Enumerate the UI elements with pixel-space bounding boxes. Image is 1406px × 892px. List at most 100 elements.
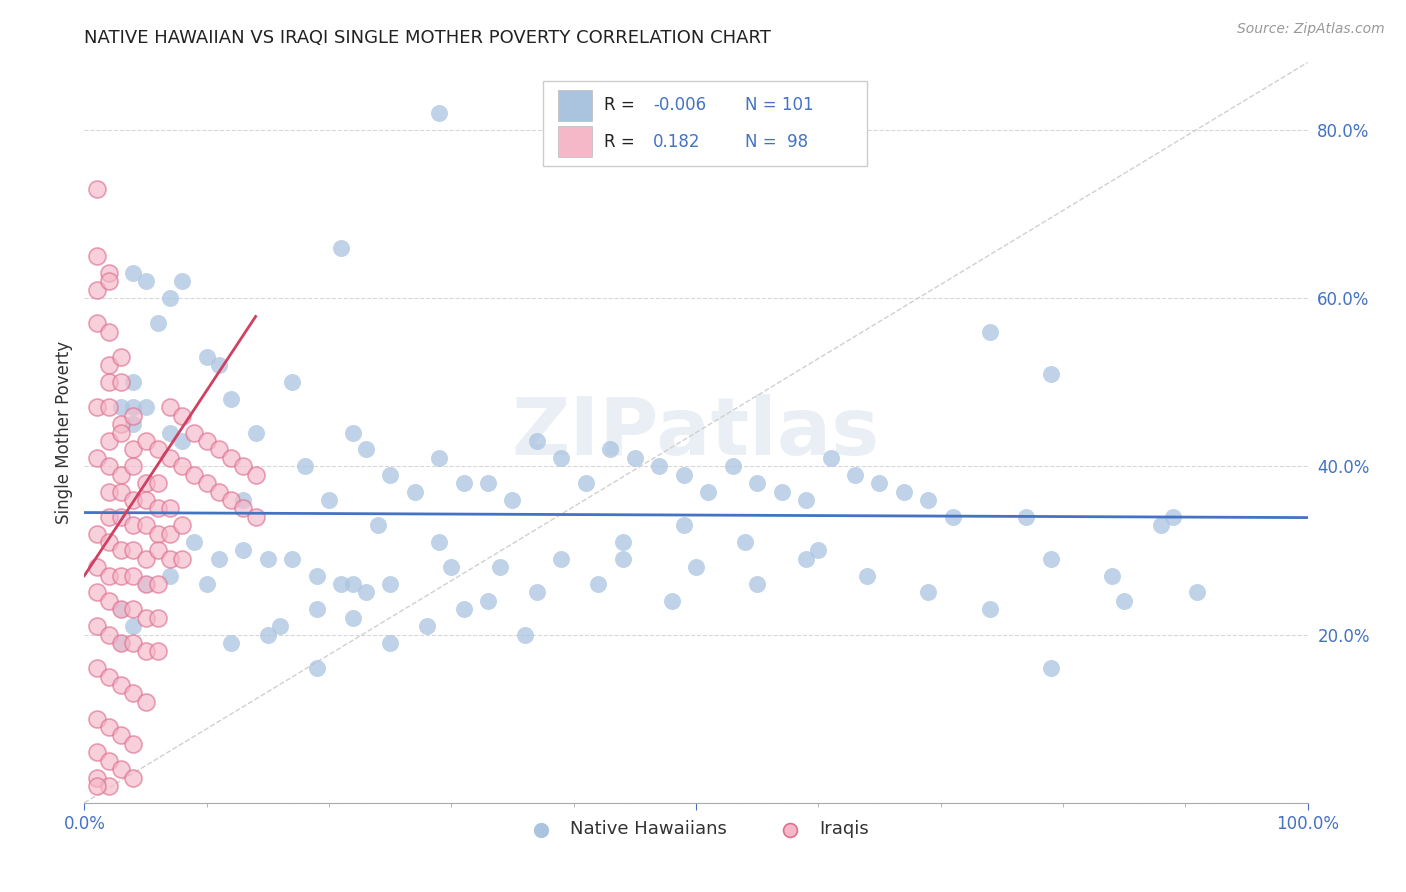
Point xyxy=(110,678,132,692)
Point xyxy=(416,619,439,633)
Point xyxy=(427,106,450,120)
Point xyxy=(135,577,157,591)
Bar xyxy=(558,90,592,121)
Point xyxy=(380,467,402,482)
Legend: Native Hawaiians, Iraqis: Native Hawaiians, Iraqis xyxy=(516,814,876,846)
Point xyxy=(122,409,145,423)
Point xyxy=(122,442,145,457)
Point xyxy=(122,518,145,533)
Point xyxy=(747,577,769,591)
Point xyxy=(135,476,157,491)
Point xyxy=(869,476,891,491)
Point xyxy=(575,476,598,491)
Point xyxy=(305,661,328,675)
Point xyxy=(599,442,621,457)
Y-axis label: Single Mother Poverty: Single Mother Poverty xyxy=(55,341,73,524)
Point xyxy=(97,484,120,499)
Point xyxy=(427,535,450,549)
Point xyxy=(110,350,132,364)
Point xyxy=(110,636,132,650)
Point xyxy=(159,501,181,516)
Point xyxy=(159,291,181,305)
Point xyxy=(1039,661,1062,675)
Point xyxy=(526,434,548,448)
Point xyxy=(208,551,231,566)
Point xyxy=(342,610,364,624)
Point xyxy=(159,568,181,582)
Text: N =  98: N = 98 xyxy=(745,133,808,151)
Point xyxy=(122,619,145,633)
Point xyxy=(318,492,340,507)
Point xyxy=(697,484,720,499)
Text: ZIPatlas: ZIPatlas xyxy=(512,393,880,472)
Point xyxy=(159,401,181,415)
Point xyxy=(183,535,205,549)
Point xyxy=(917,585,939,599)
Point xyxy=(612,535,634,549)
Point xyxy=(122,771,145,785)
Point xyxy=(146,501,169,516)
Point xyxy=(624,450,647,465)
Text: R =: R = xyxy=(605,133,645,151)
Point xyxy=(135,274,157,288)
Point xyxy=(122,492,145,507)
Point xyxy=(97,594,120,608)
Point xyxy=(122,568,145,582)
Point xyxy=(122,543,145,558)
Point xyxy=(86,745,108,759)
Point xyxy=(135,401,157,415)
Point xyxy=(110,484,132,499)
Point xyxy=(219,392,242,406)
Point xyxy=(110,602,132,616)
Text: N = 101: N = 101 xyxy=(745,96,814,114)
Point xyxy=(195,577,218,591)
Point xyxy=(97,509,120,524)
Point xyxy=(219,636,242,650)
Point xyxy=(489,560,512,574)
Point xyxy=(172,459,194,474)
Point xyxy=(110,729,132,743)
Point xyxy=(97,375,120,389)
Point xyxy=(281,551,304,566)
Point xyxy=(135,551,157,566)
Point xyxy=(269,619,291,633)
Point xyxy=(86,401,108,415)
Point xyxy=(672,518,695,533)
Point xyxy=(135,610,157,624)
Point xyxy=(159,551,181,566)
Point xyxy=(97,359,120,373)
Point xyxy=(110,401,132,415)
Point xyxy=(86,526,108,541)
Point xyxy=(122,459,145,474)
Point xyxy=(122,266,145,280)
Point xyxy=(146,543,169,558)
Point xyxy=(172,434,194,448)
Point xyxy=(110,636,132,650)
Bar xyxy=(558,126,592,157)
Point xyxy=(257,551,280,566)
Point xyxy=(122,737,145,751)
Point xyxy=(856,568,879,582)
Point xyxy=(354,442,377,457)
Point xyxy=(794,551,817,566)
Point xyxy=(219,450,242,465)
Point xyxy=(404,484,426,499)
Point xyxy=(672,467,695,482)
Point xyxy=(502,492,524,507)
Point xyxy=(477,476,499,491)
Point xyxy=(135,434,157,448)
Point xyxy=(844,467,866,482)
Point xyxy=(1114,594,1136,608)
Point xyxy=(97,568,120,582)
Point xyxy=(917,492,939,507)
Point xyxy=(208,442,231,457)
Point xyxy=(146,316,169,330)
Point xyxy=(807,543,830,558)
Point xyxy=(172,518,194,533)
Point xyxy=(1039,367,1062,381)
Point xyxy=(122,401,145,415)
Point xyxy=(257,627,280,641)
Point xyxy=(330,577,353,591)
Point xyxy=(86,283,108,297)
Point xyxy=(135,492,157,507)
